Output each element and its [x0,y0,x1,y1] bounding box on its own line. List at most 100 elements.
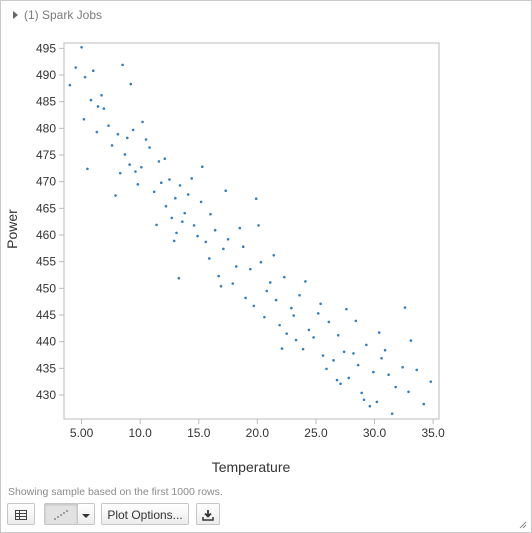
data-point [249,267,252,271]
plot-frame [63,42,440,420]
data-point [175,231,178,235]
data-point [209,212,212,216]
data-point [409,339,413,342]
spark-jobs-toggle[interactable]: (1) Spark Jobs [13,8,102,22]
x-tick-label: 5.00 [70,426,94,440]
data-point [307,328,311,332]
data-point [157,160,161,163]
data-point [178,184,182,187]
data-point [74,66,78,69]
data-point [234,265,238,268]
data-point [121,63,124,67]
data-point [89,98,93,102]
data-point [219,284,223,288]
data-point [345,307,348,311]
data-point [159,181,163,185]
data-point [168,178,171,181]
data-point [83,75,87,79]
chart-type-dropdown[interactable] [77,503,95,525]
data-point [100,93,103,97]
chart-view-button[interactable] [44,503,78,525]
data-point [222,247,225,251]
download-button[interactable] [196,503,220,525]
data-point [268,281,272,284]
data-point [325,367,328,371]
data-point [174,196,177,200]
data-point [68,83,72,87]
data-point [339,382,342,386]
data-point [272,253,276,257]
data-point [327,320,331,324]
data-point [190,177,194,180]
data-point [148,146,151,149]
data-point [204,240,208,244]
x-axis-label: Temperature [212,459,291,475]
data-point [285,332,288,335]
x-tick-label: 20.0 [246,426,270,440]
data-point [164,204,168,208]
data-point [186,193,190,196]
data-point [280,347,284,350]
download-icon [202,510,214,521]
data-point [152,190,156,194]
sample-note: Showing sample based on the first 1000 r… [8,486,223,498]
data-point [347,376,351,380]
y-tick-label: 470 [36,175,56,189]
data-point [82,117,86,121]
data-point [183,211,187,215]
data-point [196,234,199,238]
y-tick-label: 450 [36,281,56,295]
data-point [387,373,390,377]
data-point [192,224,196,227]
data-point [208,257,211,260]
data-point [231,282,235,285]
data-point [136,183,140,186]
data-point [422,402,426,406]
data-point [377,331,381,334]
scatter-chart-icon [54,510,68,520]
data-point [292,314,295,317]
data-point [365,343,368,347]
y-tick-label: 475 [36,148,56,162]
data-point [200,165,204,169]
data-point [107,124,110,127]
data-point [294,338,298,342]
data-point [181,220,184,223]
y-tick-label: 490 [36,68,56,82]
data-point [301,347,305,351]
data-point [254,197,258,201]
y-tick-label: 445 [36,308,56,322]
data-point [96,105,100,108]
table-view-button[interactable] [7,503,35,525]
data-point [213,228,217,232]
plot-options-button[interactable]: Plot Options... [101,503,189,525]
data-point [129,82,133,86]
data-point [224,189,228,193]
data-point [118,171,122,175]
data-point [110,144,114,147]
spark-jobs-label: (1) Spark Jobs [24,8,103,22]
data-point [336,333,340,337]
data-point [332,359,335,362]
data-point [403,306,407,309]
data-point [252,304,256,308]
data-point [304,280,307,283]
y-tick-label: 440 [36,335,56,349]
data-point [290,306,293,310]
data-point [114,194,117,197]
data-point [259,260,263,264]
x-tick-label: 10.0 [128,426,152,440]
data-point [360,391,363,395]
data-point [116,132,120,136]
data-point [241,245,245,249]
data-point [356,363,360,367]
data-point [354,319,358,323]
data-point [91,69,95,73]
data-point [123,153,127,156]
data-point [125,136,129,140]
resize-grip-icon[interactable] [519,521,527,529]
data-point [140,165,143,169]
data-point [342,350,346,354]
x-tick-label: 15.0 [187,426,211,440]
